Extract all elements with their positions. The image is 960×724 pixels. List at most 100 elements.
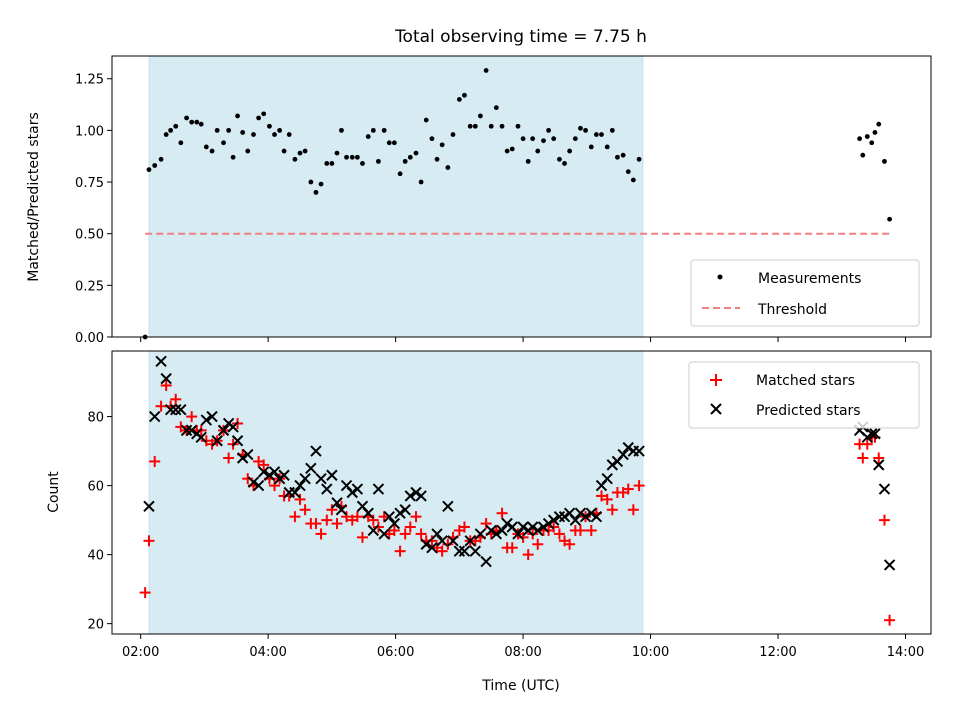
- measurement-point: [467, 123, 473, 129]
- predicted-star-point: [367, 524, 380, 537]
- predicted-star-point-b: [447, 535, 459, 547]
- measurement-point: [334, 150, 340, 156]
- predicted-star-point: [195, 431, 207, 443]
- predicted-star-point: [383, 510, 395, 523]
- matched-star-point: [436, 545, 448, 557]
- x-tick-label: 04:00: [249, 645, 286, 660]
- predicted-star-point-b: [553, 510, 566, 523]
- predicted-star-point-b: [436, 535, 448, 547]
- matched-star-point: [223, 452, 235, 464]
- measurement-point: [625, 169, 631, 175]
- bottom-points-layer: [139, 355, 896, 626]
- predicted-star-point-b: [321, 483, 333, 495]
- measurement-point: [557, 156, 562, 162]
- predicted-star-point-b: [512, 528, 524, 540]
- predicted-star-point-b: [399, 504, 411, 516]
- y-tick-label: 40: [87, 549, 104, 564]
- measurement-point: [445, 165, 451, 170]
- measurement-point: [146, 167, 152, 173]
- x-tick-label: 06:00: [377, 645, 414, 660]
- predicted-star-point: [175, 403, 187, 416]
- matched-star-point: [622, 483, 634, 495]
- measurement-point: [562, 161, 567, 166]
- measurement-point: [493, 105, 499, 111]
- matched-star-point: [496, 507, 508, 519]
- measurement-point: [599, 132, 604, 137]
- predicted-star-point: [372, 483, 385, 495]
- measurement-point: [214, 127, 220, 133]
- predicted-star-point: [453, 545, 466, 557]
- matched-star-point: [861, 438, 873, 450]
- measurement-point: [281, 148, 287, 154]
- measurement-point: [546, 127, 551, 133]
- measurement-point: [588, 144, 594, 150]
- measurement-point: [525, 158, 531, 164]
- measurement-point: [354, 154, 360, 160]
- predicted-star-point: [164, 403, 177, 416]
- measurement-point: [339, 127, 344, 133]
- measurement-point: [397, 171, 403, 177]
- predicted-star-point: [464, 535, 476, 547]
- bottom-y-axis-label: Count: [46, 471, 62, 513]
- predicted-star-point-b: [469, 545, 481, 557]
- predicted-star-point: [211, 435, 223, 447]
- measurement-point: [297, 150, 303, 156]
- predicted-star-point-b: [464, 535, 476, 547]
- predicted-star-point-b: [160, 372, 172, 385]
- predicted-star-point-b: [485, 524, 497, 537]
- predicted-star-point: [315, 472, 327, 485]
- matched-star-point: [532, 538, 544, 550]
- predicted-star-point: [247, 476, 260, 488]
- measurement-point: [504, 148, 510, 154]
- predicted-star-point-b: [200, 414, 213, 426]
- predicted-star-point: [873, 459, 885, 471]
- predicted-star-point: [335, 504, 348, 516]
- matched-star-point: [595, 490, 607, 502]
- x-axis-label: Time (UTC): [481, 678, 559, 694]
- matched-star-point: [388, 524, 400, 536]
- predicted-star-point-b: [217, 424, 230, 437]
- measurement-point: [349, 154, 355, 160]
- predicted-star-point: [537, 521, 550, 533]
- predicted-star-point: [404, 490, 416, 502]
- predicted-star-point: [436, 535, 448, 547]
- top-legend-box: [690, 259, 920, 327]
- matched-star-point: [299, 504, 311, 516]
- measurement-point: [313, 189, 319, 195]
- x-tick-label: 08:00: [504, 645, 541, 660]
- predicted-star-point-b: [415, 490, 427, 502]
- top-y-axis-label: Matched/Predicted stars: [26, 112, 42, 282]
- predicted-star-point: [526, 521, 539, 533]
- measurement-point: [857, 136, 863, 142]
- matched-star-point: [170, 393, 182, 405]
- predicted-star-point-b: [247, 476, 260, 488]
- predicted-star-point-b: [331, 497, 343, 509]
- measurement-point: [429, 136, 435, 142]
- predicted-star-point: [378, 528, 390, 540]
- predicted-star-point: [299, 472, 311, 485]
- bottom-x-axis: 02:00 04:00 06:00 08:00 10:00 12:00 14:00: [122, 634, 924, 660]
- predicted-star-point-b: [569, 514, 582, 526]
- y-tick-label: 20: [87, 618, 104, 633]
- matched-star-point: [341, 511, 353, 523]
- predicted-star-point-b: [585, 507, 597, 519]
- measurement-point: [308, 179, 314, 185]
- measurement-point: [158, 156, 164, 162]
- predicted-star-point-b: [474, 528, 487, 540]
- measurement-point: [472, 123, 478, 129]
- predicted-star-point-b: [496, 524, 508, 537]
- matched-star-point: [458, 521, 470, 533]
- measurement-point: [477, 113, 483, 119]
- predicted-star-point: [558, 510, 571, 523]
- predicted-star-point: [231, 435, 244, 447]
- predicted-star-point-b: [195, 431, 207, 443]
- bottom-shaded-span: [148, 350, 644, 635]
- measurement-point: [370, 127, 376, 133]
- matched-star-point: [574, 524, 586, 536]
- measurement-point: [872, 130, 878, 135]
- predicted-star-point-b: [299, 472, 311, 485]
- measurement-point: [256, 115, 261, 121]
- measurement-point: [226, 127, 232, 133]
- measurement-point: [520, 136, 526, 142]
- predicted-star-point: [878, 483, 891, 495]
